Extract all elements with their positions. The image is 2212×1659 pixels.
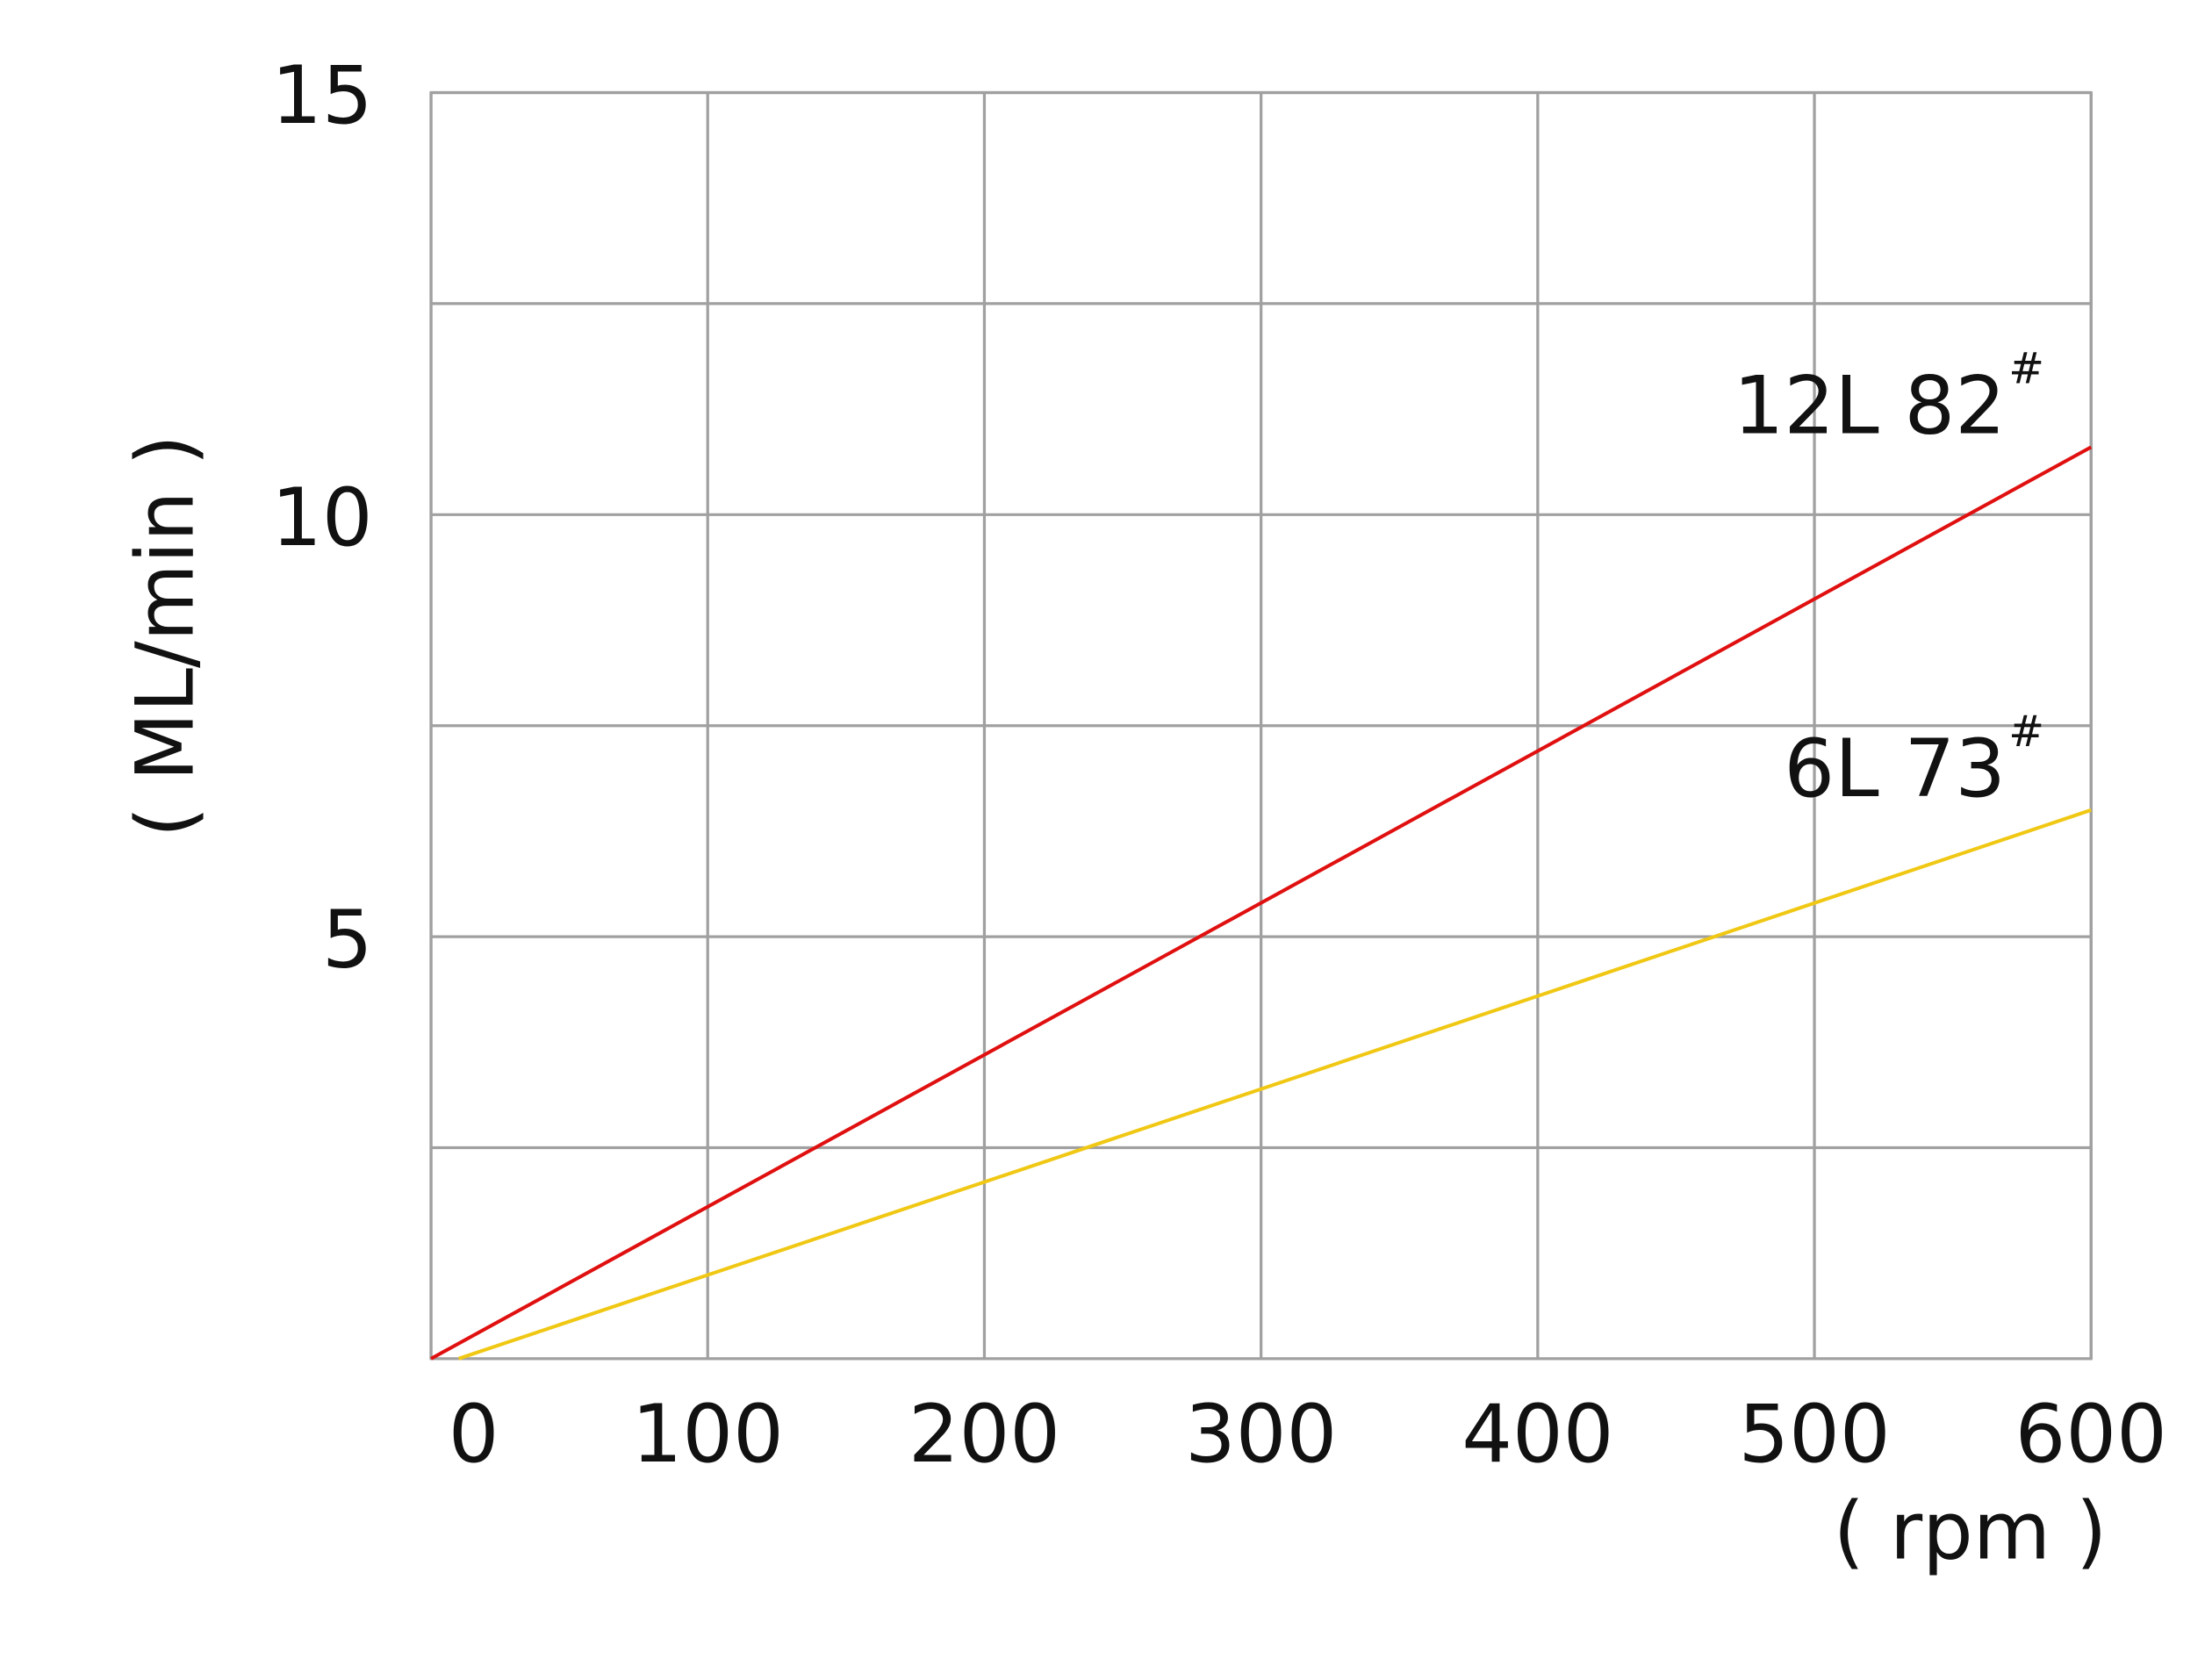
x-tick-label: 200	[908, 1389, 1060, 1481]
y-tick-label: 15	[271, 50, 372, 142]
series-label: 6L 73	[1784, 723, 2006, 815]
x-tick-label: 0	[449, 1389, 499, 1481]
y-tick-label: 10	[271, 472, 372, 564]
series-line	[457, 808, 2092, 1361]
y-axis-title: ( ML/min )	[119, 434, 212, 837]
y-tick-label: 5	[322, 894, 373, 987]
series-label-superscript: #	[2008, 344, 2044, 393]
x-tick-label: 600	[2015, 1389, 2167, 1481]
series-label-superscript: #	[2008, 707, 2044, 757]
x-tick-label: 400	[1462, 1389, 1613, 1481]
series-label: 12L 82	[1734, 361, 2006, 453]
x-tick-label: 300	[1185, 1389, 1337, 1481]
x-axis-title: ( rpm )	[1834, 1485, 2108, 1577]
x-tick-label: 100	[632, 1389, 784, 1481]
x-tick-label: 500	[1738, 1389, 1890, 1481]
series-line	[430, 445, 2093, 1361]
